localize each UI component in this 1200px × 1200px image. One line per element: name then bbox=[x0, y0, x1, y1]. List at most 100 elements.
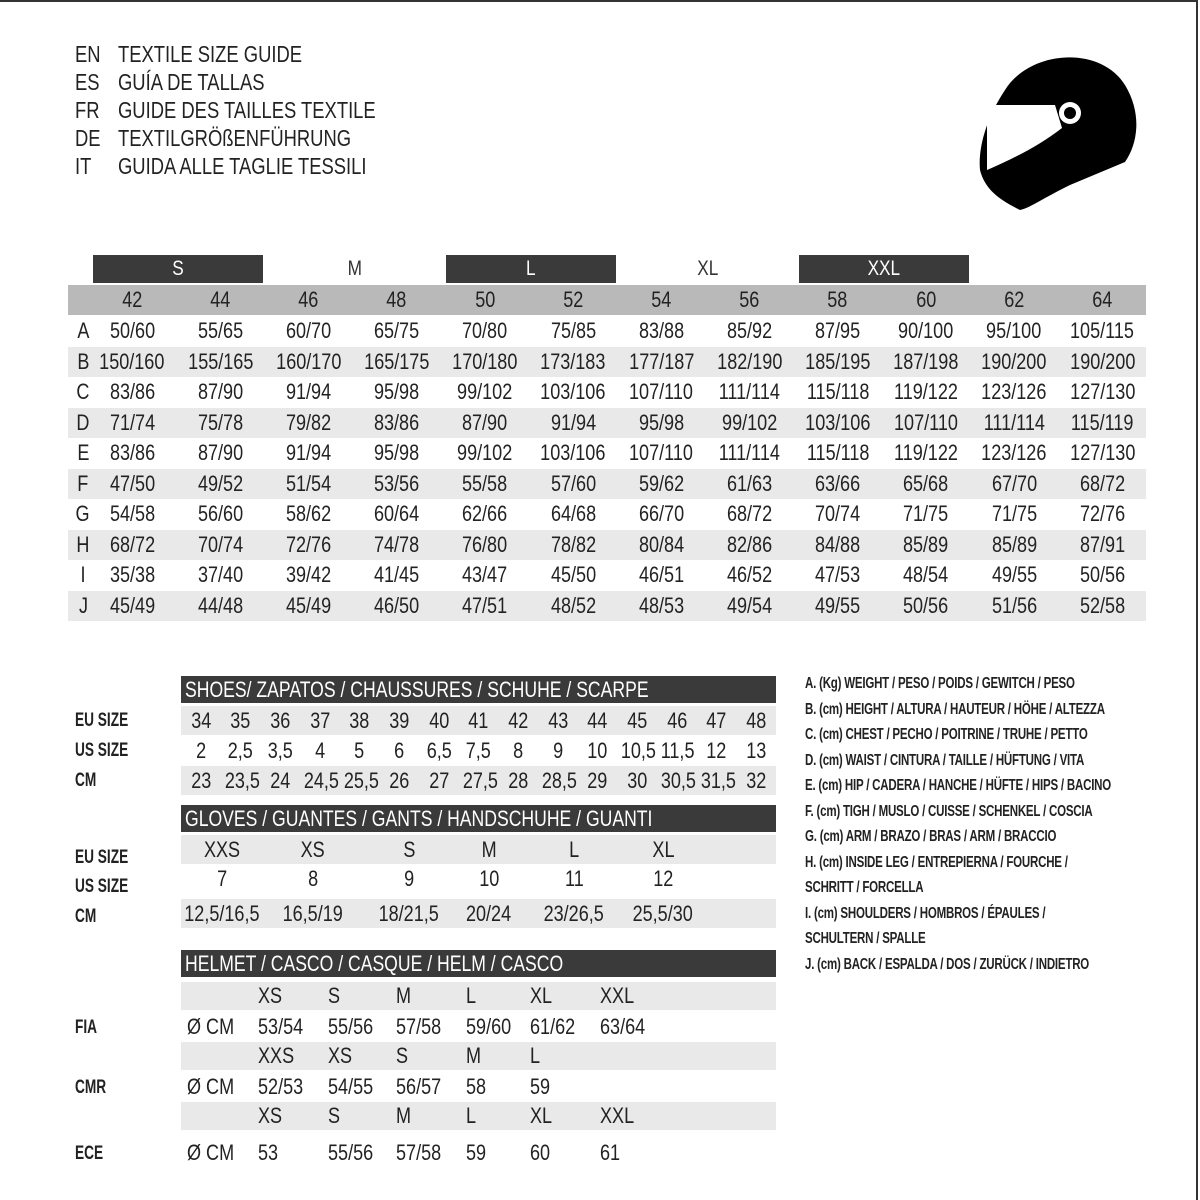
size-number: 48 bbox=[353, 285, 441, 315]
table-cell: 190/200 bbox=[1058, 347, 1146, 377]
table-cell-text: 30,5 bbox=[660, 768, 696, 793]
row-label: CM bbox=[75, 769, 105, 793]
table-cell-text: 23 bbox=[190, 768, 211, 793]
legend-item-text: SCHULTERN / SPALLE bbox=[805, 930, 926, 947]
table-cell: 70/80 bbox=[441, 316, 529, 346]
table-cell: 8 bbox=[498, 736, 538, 766]
table-cell-text: 87/91 bbox=[1079, 531, 1125, 557]
table-cell-text: 127/130 bbox=[1069, 440, 1135, 465]
legend-item: J. (cm) BACK / ESPALDA / DOS / ZURÜCK / … bbox=[805, 955, 1200, 975]
table-cell: 87/91 bbox=[1058, 530, 1146, 560]
table-cell: 71/75 bbox=[970, 499, 1058, 529]
table-cell-text: 155/165 bbox=[187, 348, 253, 374]
table-cell-text: 48/52 bbox=[550, 592, 596, 618]
row-label-text: US SIZE bbox=[75, 740, 129, 761]
table-cell-text: 111/114 bbox=[718, 440, 781, 465]
table-cell-text: 79/82 bbox=[285, 409, 332, 435]
table-cell: 37 bbox=[300, 706, 340, 736]
table-cell: 49/55 bbox=[970, 560, 1058, 590]
row-label: EU SIZE bbox=[75, 846, 149, 870]
helmet-size-text: XL bbox=[530, 983, 553, 1008]
helmet-value: 57/58 bbox=[396, 1138, 451, 1168]
legend-item: A. (Kg) WEIGHT / PESO / POIDS / GEWITCH … bbox=[805, 674, 1180, 694]
table-cell-text: 84/88 bbox=[815, 531, 861, 557]
table-cell-text: 12 bbox=[652, 866, 674, 891]
helmet-size: M bbox=[466, 1041, 484, 1071]
helmet-value-text: 61 bbox=[600, 1140, 621, 1165]
table-cell-text: 182/190 bbox=[716, 348, 783, 374]
table-cell-text: 47 bbox=[706, 708, 727, 733]
table-cell-text: 27,5 bbox=[462, 768, 498, 793]
table-cell: 99/102 bbox=[441, 438, 529, 468]
size-group-S: S bbox=[93, 255, 264, 283]
table-cell-text: 47/53 bbox=[815, 562, 861, 587]
table-cell: 111/114 bbox=[705, 377, 793, 407]
table-cell: 13 bbox=[736, 736, 776, 766]
table-cell-text: 91/94 bbox=[285, 379, 332, 404]
gloves-header: GLOVES / GUANTES / GANTS / HANDSCHUHE / … bbox=[181, 805, 776, 832]
table-cell: 72/76 bbox=[264, 530, 352, 560]
table-cell-text: 68/72 bbox=[109, 531, 155, 557]
helmet-size-text: XS bbox=[328, 1043, 353, 1068]
table-cell-text: 28 bbox=[508, 768, 529, 793]
table-cell-text: 49/55 bbox=[991, 562, 1037, 587]
language-code: EN bbox=[75, 41, 101, 67]
table-cell: 103/106 bbox=[529, 377, 617, 407]
table-cell: 44 bbox=[578, 706, 618, 736]
title-text: TEXTILGRÖßENFÜHRUNG bbox=[118, 125, 352, 151]
table-cell-text: 5 bbox=[354, 738, 365, 763]
table-cell: 127/130 bbox=[1058, 377, 1146, 407]
table-cell-text: 40 bbox=[428, 708, 449, 733]
size-group-L-text: L bbox=[526, 257, 536, 280]
table-cell: 182/190 bbox=[705, 347, 793, 377]
table-cell-text: 29 bbox=[587, 768, 608, 793]
table-cell: 49/55 bbox=[794, 591, 882, 621]
size-number-text: 62 bbox=[1004, 287, 1025, 312]
table-cell-text: 4 bbox=[314, 738, 325, 763]
standard-label: CMR bbox=[75, 1076, 118, 1100]
table-cell: XL bbox=[613, 835, 713, 865]
table-cell-text: 62/66 bbox=[462, 501, 508, 526]
title-text: GUIDA ALLE TAGLIE TESSILI bbox=[118, 153, 367, 179]
table-cell: 7 bbox=[172, 864, 272, 894]
table-cell-text: 185/195 bbox=[805, 348, 871, 374]
row-label: US SIZE bbox=[75, 739, 149, 763]
table-cell-text: 80/84 bbox=[638, 531, 684, 557]
table-cell: 107/110 bbox=[882, 408, 970, 438]
table-cell: 50/56 bbox=[1058, 560, 1146, 590]
table-cell: 83/86 bbox=[353, 408, 441, 438]
table-cell: 72/76 bbox=[1058, 499, 1146, 529]
table-cell: 38 bbox=[340, 706, 380, 736]
table-cell-text: 123/126 bbox=[981, 440, 1047, 465]
table-cell-text: 45/50 bbox=[550, 562, 596, 587]
table-cell: 80/84 bbox=[617, 530, 705, 560]
helmet-value-text: 59 bbox=[466, 1140, 487, 1165]
shoes-header-title: SHOES/ ZAPATOS / CHAUSSURES / SCHUHE / S… bbox=[185, 676, 764, 703]
table-cell-text: 59/62 bbox=[638, 470, 684, 496]
row-label-text: EU SIZE bbox=[75, 847, 129, 868]
legend-item-text: C. (cm) CHEST / PECHO / POITRINE / TRUHE… bbox=[805, 726, 1088, 743]
row-label-text: F bbox=[77, 470, 89, 496]
table-cell: 99/102 bbox=[705, 408, 793, 438]
table-cell: 68/72 bbox=[88, 530, 176, 560]
row-label: A bbox=[70, 316, 96, 346]
helmet-header-title: HELMET / CASCO / CASQUE / HELM / CASCO bbox=[185, 950, 658, 977]
table-cell-text: 25,5 bbox=[343, 768, 379, 793]
size-number-text: 46 bbox=[298, 287, 319, 312]
table-cell-text: 48/53 bbox=[638, 592, 684, 618]
size-number: 50 bbox=[441, 285, 529, 315]
table-cell: 68/72 bbox=[705, 499, 793, 529]
table-cell: 42 bbox=[498, 706, 538, 736]
table-cell: 119/122 bbox=[882, 377, 970, 407]
row-label: J bbox=[70, 591, 96, 621]
size-number-row-bg bbox=[68, 285, 1146, 315]
table-cell-text: 123/126 bbox=[981, 379, 1047, 404]
table-cell-text: 71/75 bbox=[903, 501, 949, 526]
legend-item: D. (cm) WAIST / CINTURA / TAILLE / HÜFTU… bbox=[805, 751, 1193, 771]
table-cell-text: 70/74 bbox=[815, 501, 861, 526]
table-cell: 70/74 bbox=[794, 499, 882, 529]
table-cell: 53/56 bbox=[353, 469, 441, 499]
table-cell-text: 12 bbox=[706, 738, 727, 763]
row-label: US SIZE bbox=[75, 875, 149, 899]
table-cell: 48/52 bbox=[529, 591, 617, 621]
